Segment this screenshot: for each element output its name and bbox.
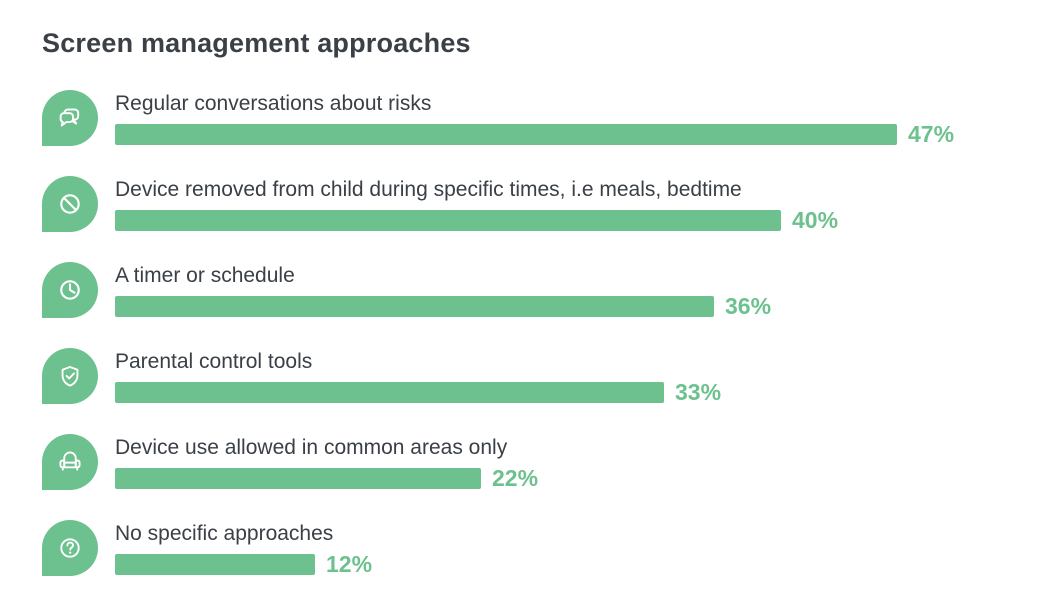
category-label: Device removed from child during specifi… [115,178,742,201]
shield-check-icon [53,359,87,393]
row-icon-badge [42,262,98,318]
category-label: Parental control tools [115,350,313,373]
question-mark-icon [53,531,87,565]
prohibition-icon [53,187,87,221]
chart-row: Device removed from child during specifi… [42,176,1054,232]
category-label: Device use allowed in common areas only [115,436,508,459]
category-label: A timer or schedule [115,264,295,287]
value-label: 36% [725,293,772,319]
chart-title: Screen management approaches [42,28,471,58]
row-icon-badge [42,520,98,576]
bar-chart: Regular conversations about risks 47% De… [42,90,1054,576]
chart-row: A timer or schedule 36% [42,262,1054,318]
bar [115,210,781,231]
sofa-icon [53,445,87,479]
bar [115,382,664,403]
row-icon-badge [42,434,98,490]
row-icon-badge [42,90,98,146]
category-label: No specific approaches [115,522,334,545]
value-label: 33% [675,379,722,405]
bar [115,124,897,145]
chart-row: Regular conversations about risks 47% [42,90,1054,146]
value-label: 22% [492,465,539,491]
chart-row: Parental control tools 33% [42,348,1054,404]
value-label: 12% [326,551,373,577]
category-label: Regular conversations about risks [115,92,432,115]
bar [115,468,481,489]
chart-row: Device use allowed in common areas only … [42,434,1054,490]
value-label: 40% [792,207,839,233]
row-icon-badge [42,348,98,404]
row-icon-badge [42,176,98,232]
chart-container: Screen management approaches Regular con… [42,28,1054,576]
chat-bubbles-icon [53,101,87,135]
value-label: 47% [908,121,955,147]
clock-icon [53,273,87,307]
bar [115,296,714,317]
bar [115,554,315,575]
chart-row: No specific approaches 12% [42,520,1054,576]
